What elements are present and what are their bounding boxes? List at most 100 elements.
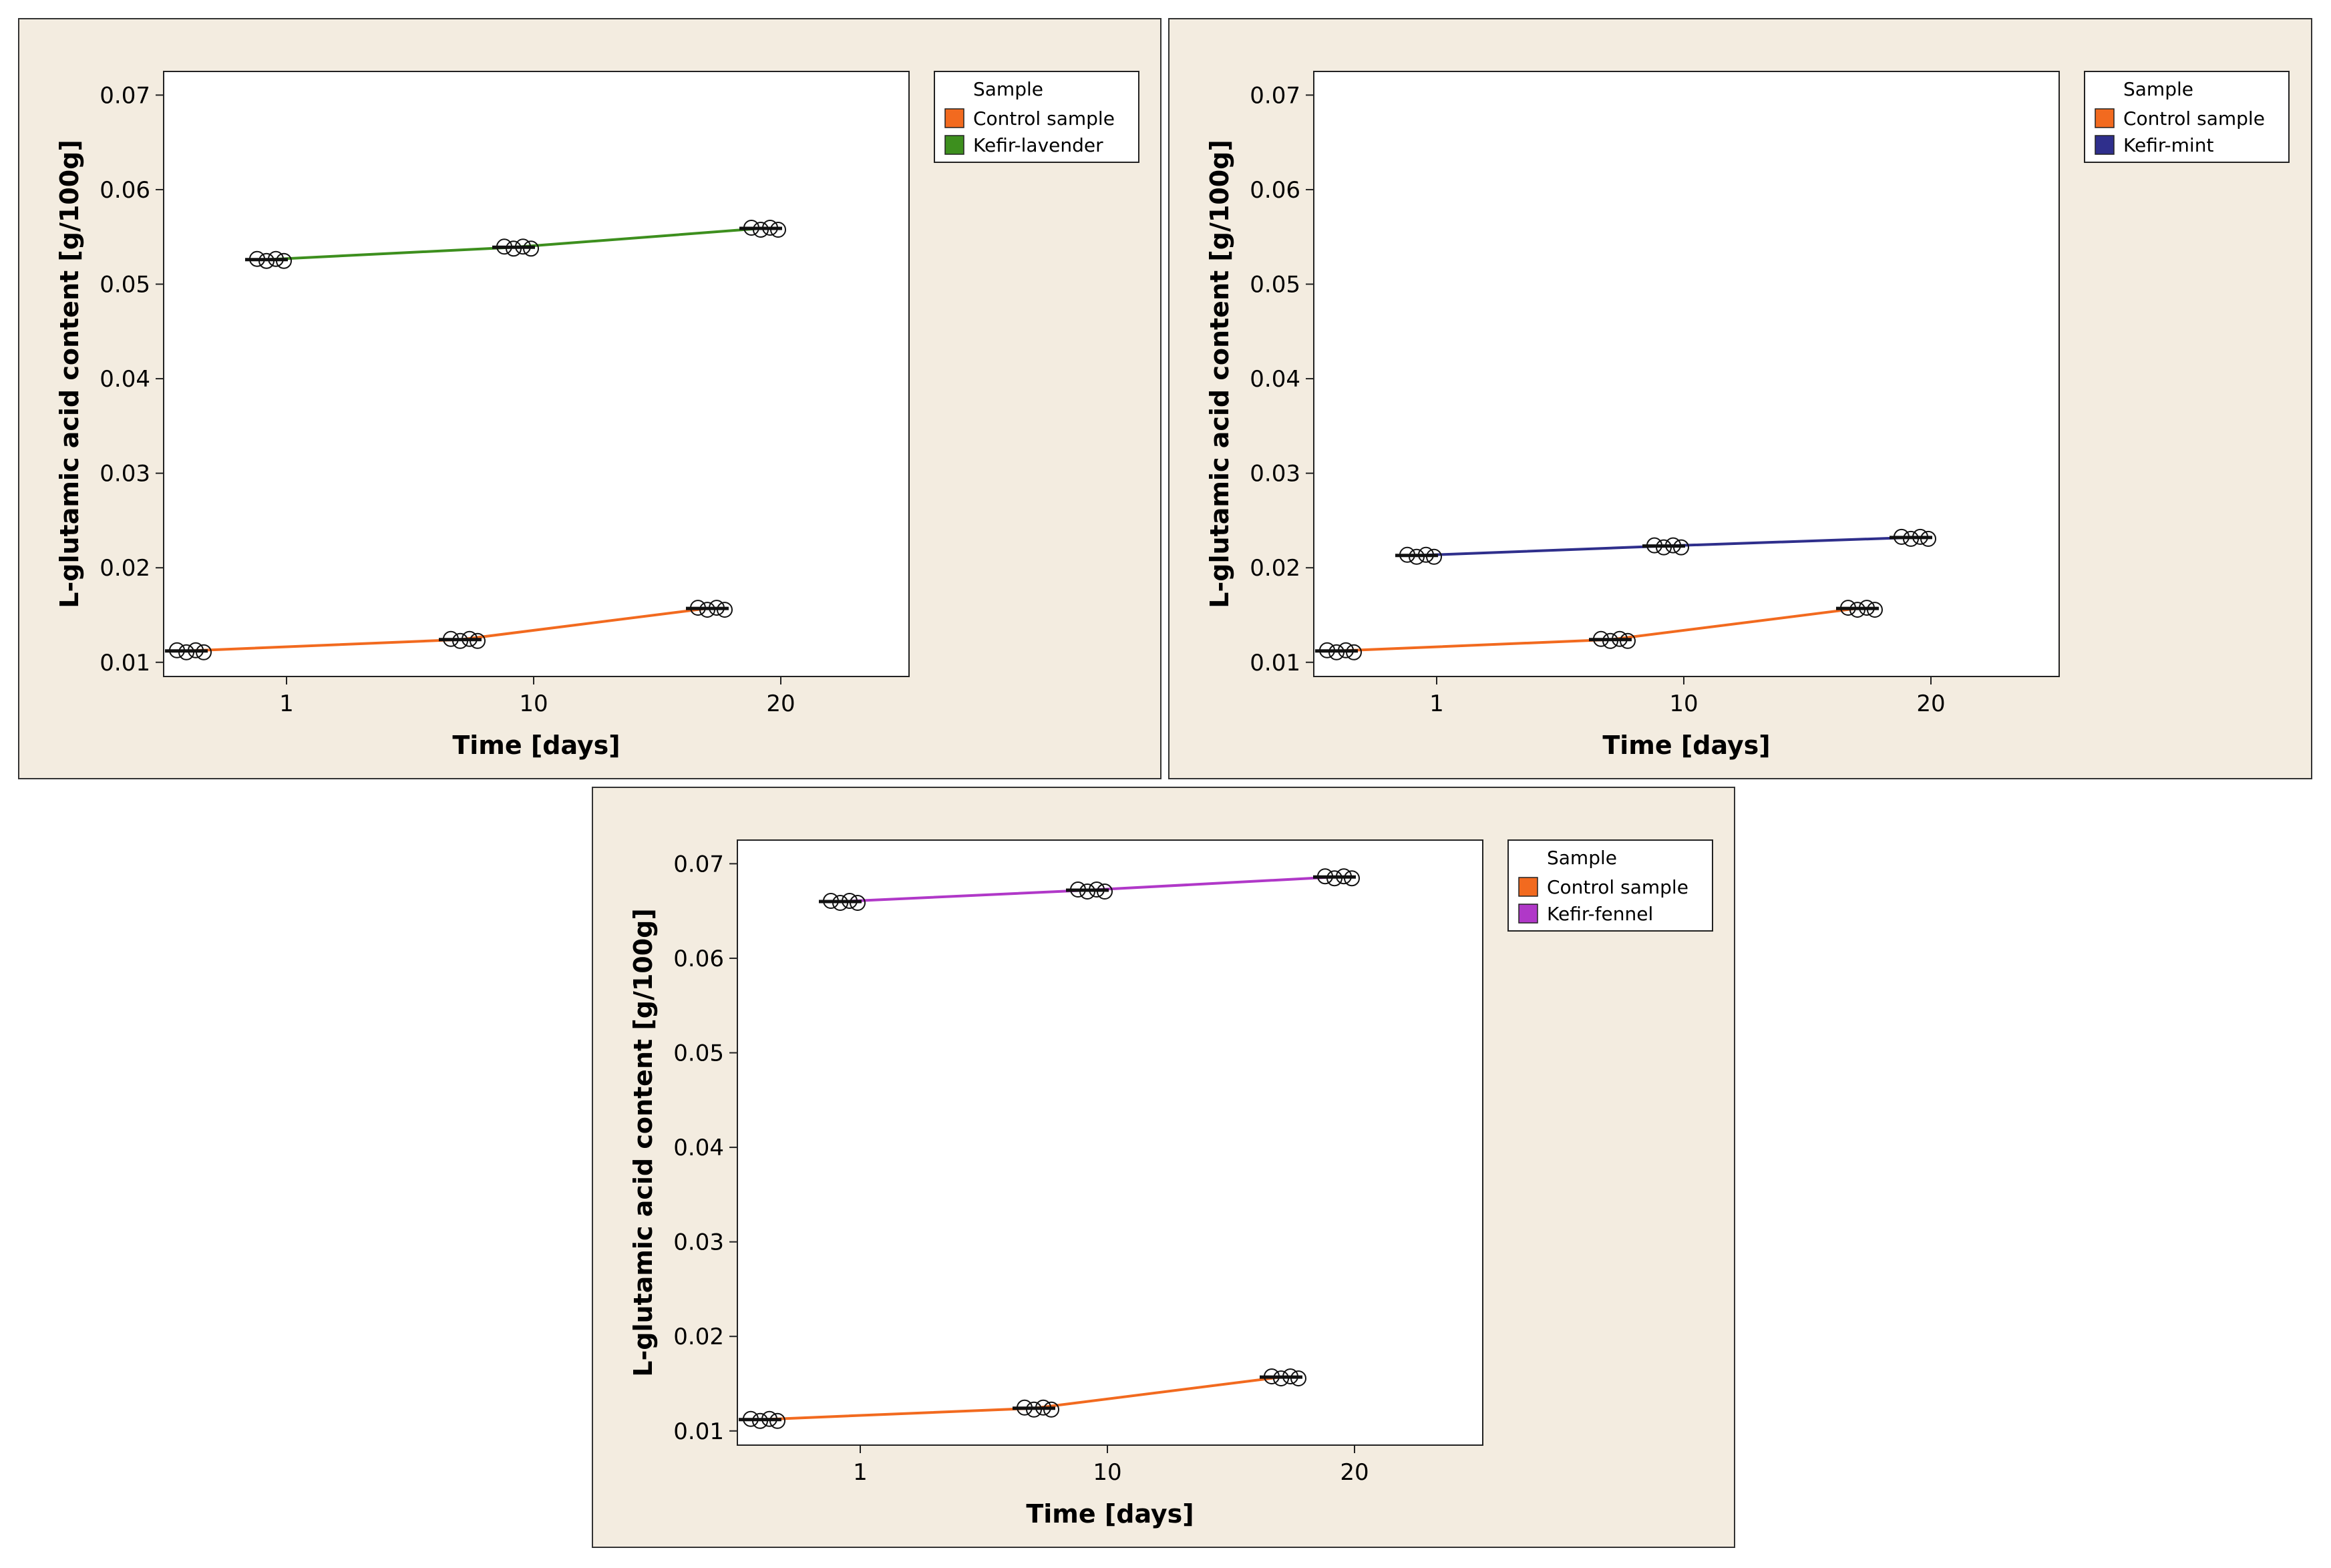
data-point-control-sample bbox=[452, 632, 468, 649]
data-point-kefir-fennel bbox=[823, 893, 839, 910]
x-tick-label: 20 bbox=[766, 691, 795, 717]
plot-area bbox=[737, 839, 1483, 1446]
data-point-control-sample bbox=[1859, 600, 1875, 616]
plot-area bbox=[1313, 71, 2060, 677]
data-point-control-sample bbox=[1602, 632, 1618, 649]
data-point-kefir-fennel bbox=[1097, 884, 1113, 900]
data-point-kefir-fennel bbox=[1326, 870, 1342, 887]
x-tick-label: 1 bbox=[1429, 691, 1444, 717]
legend-swatch bbox=[1518, 904, 1538, 924]
y-axis-label: L-glutamic acid content [g/100g] bbox=[1205, 140, 1234, 608]
y-tick-label: 0.05 bbox=[673, 1040, 724, 1067]
data-point-control-sample bbox=[1035, 1399, 1051, 1416]
y-tick-label: 0.01 bbox=[673, 1418, 724, 1445]
data-point-kefir-fennel bbox=[842, 893, 858, 910]
legend-swatch bbox=[944, 135, 964, 155]
data-point-control-sample bbox=[1026, 1401, 1042, 1418]
x-axis-label: Time [days] bbox=[1602, 731, 1770, 760]
data-point-kefir-lavender bbox=[515, 238, 531, 255]
x-tick-label: 1 bbox=[279, 691, 294, 717]
y-tick-label: 0.05 bbox=[100, 272, 150, 299]
chart-svg-lavender: 0.07 0.06 0.05 0.04 0.03 0.02 0.01 1 10 20 Time [d… bbox=[55, 71, 1139, 760]
data-point-control-sample bbox=[443, 630, 459, 647]
data-point-control-sample bbox=[1849, 602, 1865, 618]
data-point-kefir-lavender bbox=[258, 252, 275, 269]
data-point-control-sample bbox=[761, 1410, 777, 1427]
legend-label: Kefir-mint bbox=[2123, 134, 2213, 156]
data-point-kefir-mint bbox=[1656, 539, 1672, 556]
y-tick-label: 0.04 bbox=[100, 366, 150, 393]
data-point-kefir-mint bbox=[1894, 528, 1910, 545]
data-point-kefir-mint bbox=[1418, 546, 1434, 563]
y-tick-label: 0.02 bbox=[100, 555, 150, 582]
legend-box bbox=[934, 71, 1139, 163]
data-point-kefir-fennel bbox=[1317, 868, 1333, 885]
data-point-kefir-mint bbox=[1920, 530, 1936, 547]
data-point-kefir-fennel bbox=[1344, 870, 1360, 887]
data-point-kefir-lavender bbox=[743, 219, 759, 236]
legend-label: Kefir-fennel bbox=[1547, 903, 1653, 925]
data-point-kefir-fennel bbox=[850, 895, 866, 912]
x-tick-label: 10 bbox=[1669, 691, 1698, 717]
data-point-kefir-lavender bbox=[249, 250, 265, 267]
plot-area bbox=[163, 71, 910, 677]
data-point-kefir-mint bbox=[1646, 537, 1662, 554]
data-point-kefir-lavender bbox=[770, 221, 786, 238]
data-point-kefir-lavender bbox=[506, 240, 522, 257]
data-point-kefir-mint bbox=[1426, 548, 1442, 565]
legend-box bbox=[2084, 71, 2290, 163]
data-point-control-sample bbox=[196, 644, 212, 660]
data-point-kefir-mint bbox=[1665, 537, 1681, 554]
y-tick-label: 0.07 bbox=[100, 82, 150, 109]
data-point-control-sample bbox=[1282, 1368, 1298, 1385]
data-point-control-sample bbox=[743, 1410, 759, 1427]
data-point-kefir-fennel bbox=[1079, 884, 1095, 900]
y-tick-label: 0.03 bbox=[673, 1229, 724, 1256]
x-axis-label: Time [days] bbox=[1026, 1499, 1194, 1529]
data-point-kefir-fennel bbox=[1336, 868, 1352, 885]
legend-box bbox=[1507, 839, 1713, 932]
legend-swatch bbox=[1518, 877, 1538, 897]
data-point-control-sample bbox=[1338, 642, 1354, 658]
data-point-kefir-mint bbox=[1912, 528, 1928, 545]
data-point-kefir-lavender bbox=[268, 250, 284, 267]
y-tick-label: 0.05 bbox=[1250, 272, 1300, 299]
legend-title: Sample bbox=[973, 78, 1043, 100]
data-point-control-sample bbox=[717, 602, 733, 618]
y-tick-label: 0.07 bbox=[1250, 82, 1300, 109]
y-tick-label: 0.06 bbox=[100, 177, 150, 204]
data-point-control-sample bbox=[470, 632, 486, 649]
chart-panel-fennel: 0.07 0.06 0.05 0.04 0.03 0.02 0.01 1 10 20 Time [d… bbox=[592, 787, 1735, 1548]
legend-label: Kefir-lavender bbox=[973, 134, 1103, 156]
x-tick-label: 10 bbox=[519, 691, 548, 717]
data-point-control-sample bbox=[1867, 602, 1883, 618]
data-point-kefir-fennel bbox=[1089, 881, 1105, 898]
y-tick-label: 0.01 bbox=[1250, 650, 1300, 676]
data-point-control-sample bbox=[1319, 642, 1335, 658]
data-point-control-sample bbox=[1043, 1401, 1059, 1418]
y-axis-label: L-glutamic acid content [g/100g] bbox=[55, 140, 84, 608]
legend-swatch bbox=[2095, 108, 2115, 128]
data-point-kefir-mint bbox=[1903, 530, 1919, 547]
x-tick-label: 10 bbox=[1093, 1459, 1121, 1486]
x-tick-label: 1 bbox=[853, 1459, 868, 1486]
data-point-control-sample bbox=[690, 600, 706, 616]
chart-svg-fennel: 0.07 0.06 0.05 0.04 0.03 0.02 0.01 1 10 20 Time [d… bbox=[629, 839, 1713, 1529]
legend-swatch bbox=[2095, 135, 2115, 155]
y-tick-label: 0.03 bbox=[1250, 461, 1300, 487]
x-tick-label: 20 bbox=[1340, 1459, 1369, 1486]
chart-panel-mint: 0.07 0.06 0.05 0.04 0.03 0.02 0.01 1 10 20 Time [d… bbox=[1168, 18, 2312, 779]
data-point-kefir-mint bbox=[1409, 548, 1425, 565]
x-axis-label: Time [days] bbox=[452, 731, 620, 760]
data-point-control-sample bbox=[1264, 1368, 1280, 1385]
data-point-control-sample bbox=[178, 644, 194, 660]
legend-label: Control sample bbox=[1547, 876, 1688, 898]
y-tick-label: 0.02 bbox=[673, 1324, 724, 1350]
y-tick-label: 0.04 bbox=[1250, 366, 1300, 393]
data-point-kefir-fennel bbox=[832, 895, 848, 912]
legend-title: Sample bbox=[2123, 78, 2193, 100]
data-point-control-sample bbox=[769, 1412, 785, 1429]
y-tick-label: 0.01 bbox=[100, 650, 150, 676]
data-point-control-sample bbox=[188, 642, 204, 658]
data-point-kefir-fennel bbox=[1070, 881, 1086, 898]
